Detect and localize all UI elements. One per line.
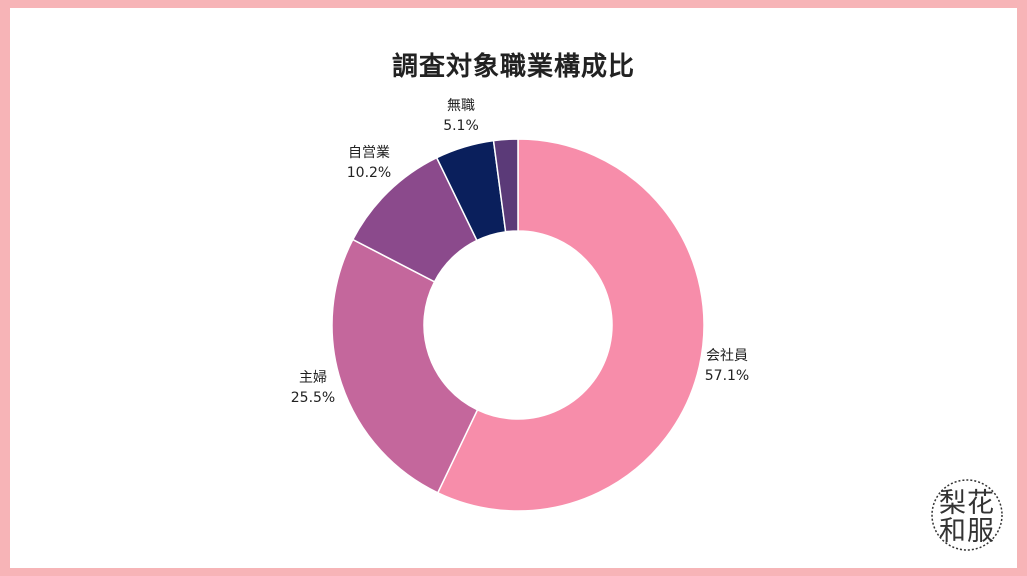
- category-label: 主婦: [299, 369, 327, 386]
- chart-title: 調査対象職業構成比: [391, 52, 635, 82]
- logo-char-3: 和: [939, 516, 966, 547]
- value-label: 25.5%: [291, 390, 335, 406]
- value-label: 5.1%: [443, 118, 479, 134]
- slice-主婦: [331, 238, 479, 494]
- category-label: 無職: [447, 98, 475, 114]
- slice-unlabeled: [492, 138, 519, 233]
- brand-logo: 梨 花 和 服: [931, 479, 1003, 551]
- label-group: 会社員 57.1% 主婦 25.5% 自営業 10.2% 無職 5.1%: [291, 98, 749, 406]
- category-label: 自営業: [348, 145, 390, 161]
- logo-char-1: 梨: [939, 488, 966, 519]
- category-label: 会社員: [706, 348, 748, 364]
- value-label: 10.2%: [347, 165, 391, 181]
- slice-group: [331, 138, 705, 512]
- logo-char-2: 花: [967, 488, 994, 519]
- logo-char-4: 服: [967, 516, 994, 547]
- value-label: 57.1%: [705, 368, 749, 384]
- slice-会社員: [436, 138, 705, 512]
